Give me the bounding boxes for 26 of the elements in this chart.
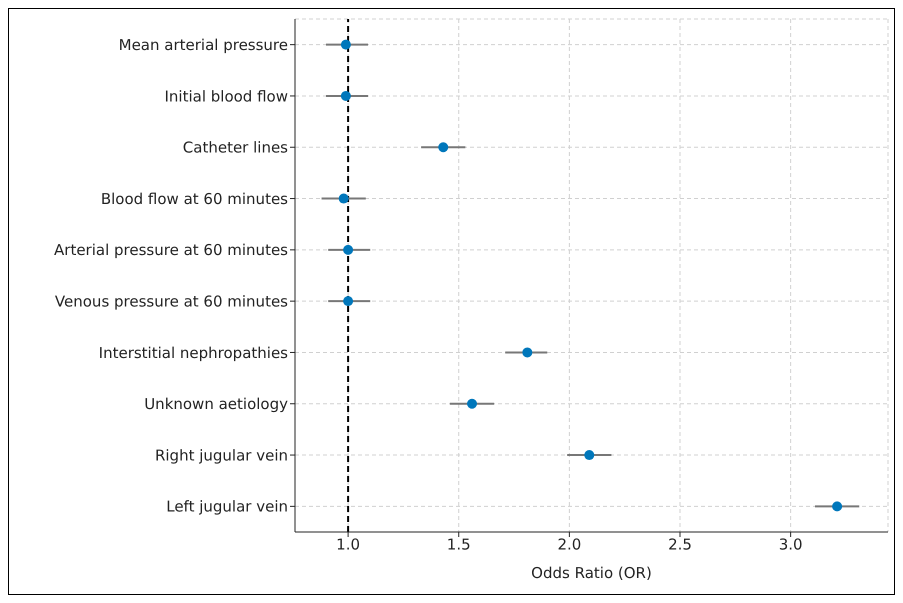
y-tick-label: Right jugular vein	[154, 446, 288, 464]
y-tick-label: Venous pressure at 60 minutes	[54, 292, 288, 310]
point	[343, 296, 354, 306]
x-tick-label: 2.5	[668, 536, 692, 554]
x-tick-label: 3.0	[778, 536, 803, 554]
y-tick-label: Catheter lines	[182, 138, 288, 157]
point	[340, 40, 351, 50]
point	[832, 501, 842, 512]
y-tick-label: Mean arterial pressure	[118, 36, 288, 54]
point	[343, 244, 354, 255]
y-tick-label: Initial blood flow	[164, 87, 288, 106]
point	[584, 450, 594, 460]
x-tick-label: 1.0	[336, 536, 360, 554]
x-tick-label: 1.5	[446, 536, 471, 554]
y-tick-label: Unknown aetiology	[144, 395, 288, 414]
y-tick-label: Arterial pressure at 60 minutes	[54, 241, 288, 260]
point	[438, 142, 448, 152]
y-tick-label: Left jugular vein	[166, 498, 288, 516]
y-tick-label: Blood flow at 60 minutes	[100, 190, 288, 208]
y-tick-label: Interstitial nephropathies	[98, 344, 288, 362]
x-axis-title: Odds Ratio (OR)	[531, 564, 652, 582]
point	[340, 90, 351, 101]
point	[522, 347, 532, 358]
point	[338, 194, 349, 204]
x-tick-label: 2.0	[557, 536, 582, 554]
point	[467, 398, 478, 409]
